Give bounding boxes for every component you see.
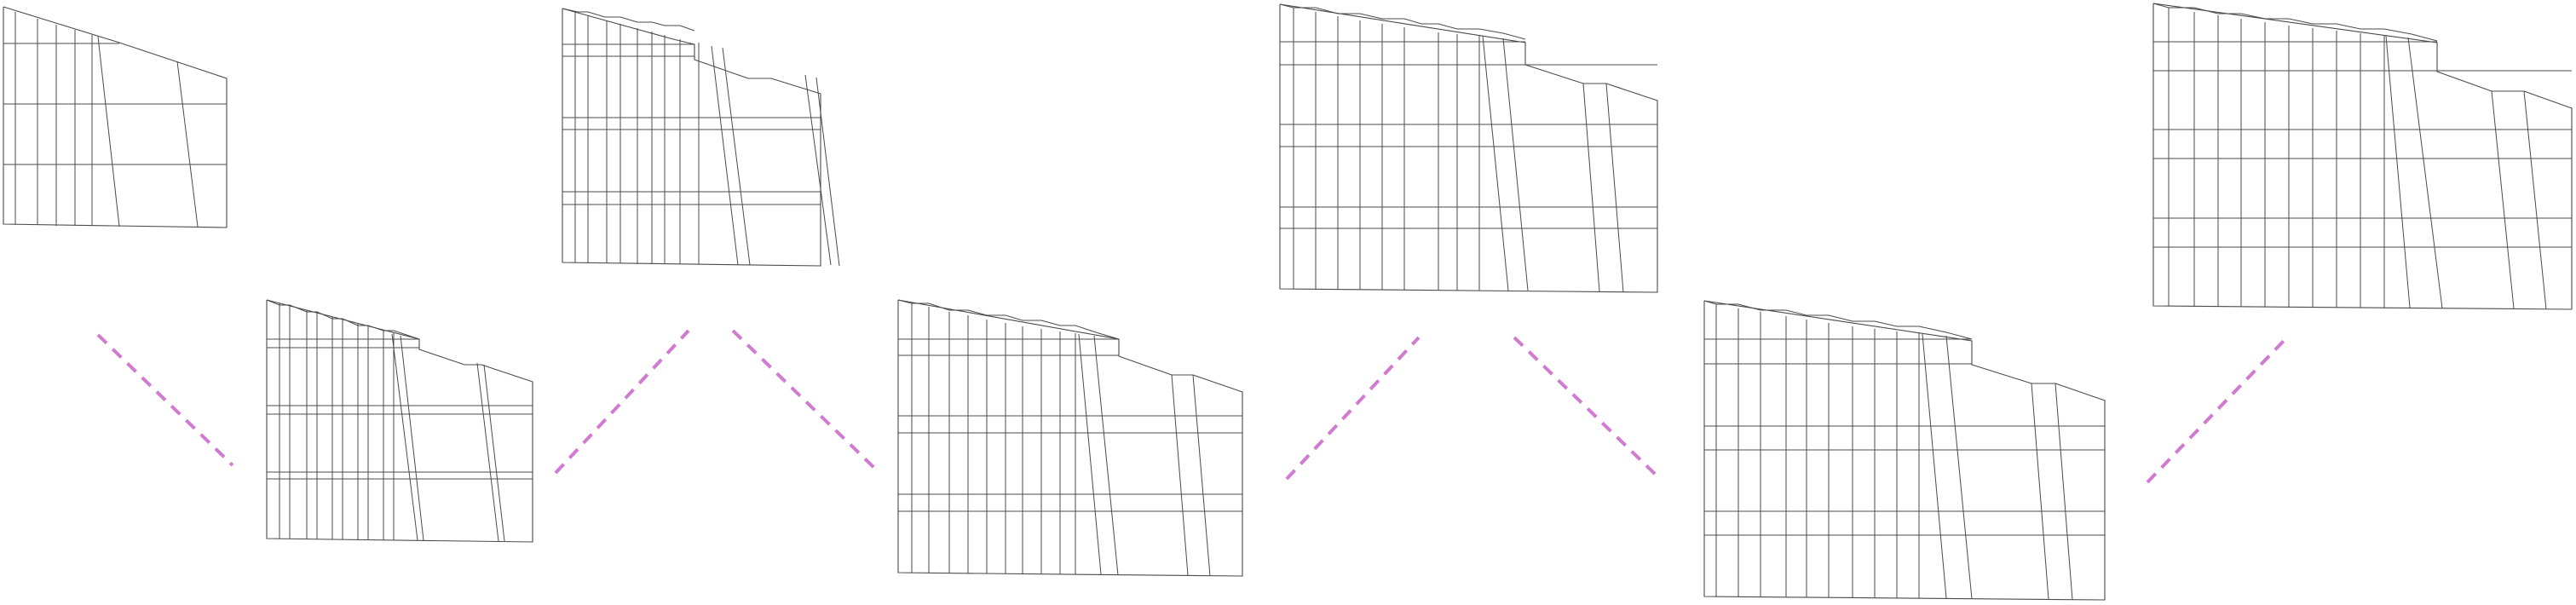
grid-panel-4 [2152, 3, 2573, 310]
connector-6 [2146, 339, 2285, 484]
connector-3 [731, 329, 877, 470]
panel-outline [3, 6, 228, 228]
connectors [96, 329, 2285, 484]
panel-outline [266, 299, 533, 543]
connector-2 [554, 329, 690, 475]
grid-panel-1 [3, 6, 228, 228]
connector-5 [1513, 336, 1658, 477]
grid-panel-7 [1703, 300, 2106, 601]
grid-panel-6 [897, 299, 1243, 577]
panel-outline [562, 8, 821, 267]
panel-outline [1279, 3, 1658, 293]
grid-panel-3 [1279, 3, 1658, 293]
connector-4 [1285, 336, 1421, 481]
grid-panel-2 [562, 8, 840, 267]
grid-panel-5 [266, 299, 533, 543]
panel-outline [897, 299, 1243, 577]
connector-1 [96, 333, 234, 467]
